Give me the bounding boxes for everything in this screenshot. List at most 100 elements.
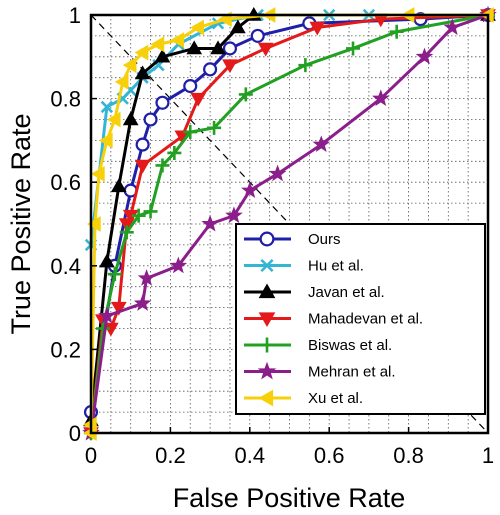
legend-item-mehran-et-al: Mehran et al. [244,361,396,381]
data-point-mehran-et-al [415,47,434,65]
data-point-javan-et-al [230,19,246,34]
legend-label: Mehran et al. [308,364,396,381]
y-tick-label: 0.4 [50,254,81,279]
legend-marker [259,231,275,247]
data-point-javan-et-al [122,111,139,126]
data-point-mehran-et-al [241,181,259,199]
legend-label: Biswas et al. [308,337,392,354]
data-point-mahadevan-et-al [222,59,238,74]
data-point-biswas-et-al [131,208,146,223]
data-point-ours [135,137,150,152]
data-point-mahadevan-et-al [257,42,274,57]
series-layer [82,5,497,442]
legend-item-biswas-et-al: Biswas et al. [244,337,392,354]
y-tick-label: 0.2 [50,337,81,362]
data-point-ours [222,41,237,56]
data-point-mehran-et-al [372,89,390,107]
y-tick-label: 0.8 [50,87,81,112]
data-point-hu-et-al [100,100,114,114]
x-axis-title: False Positive Rate [173,483,406,513]
x-tick-label: 0 [85,443,97,468]
data-point-mehran-et-al [443,18,462,35]
data-point-xu-et-al [106,111,121,128]
legend-item-hu-et-al: Hu et al. [244,258,364,275]
data-point-biswas-et-al [119,225,134,240]
data-point-ours [203,62,218,77]
data-point-biswas-et-al [298,58,313,73]
data-point-xu-et-al [86,216,101,232]
data-point-javan-et-al [134,65,151,80]
legend: Ours Hu et al. Javan et al. Mahadevan et al… [235,223,486,415]
data-point-biswas-et-al [238,87,253,102]
data-point-ours [183,79,198,94]
data-point-mahadevan-et-al [190,92,207,107]
data-point-biswas-et-al [167,145,182,160]
legend-marker [258,283,276,299]
data-point-biswas-et-al [346,41,361,56]
data-point-javan-et-al [99,253,115,268]
legend-item-ours: Ours [244,231,341,248]
data-point-xu-et-al [122,57,137,74]
data-point-javan-et-al [210,40,226,55]
legend-marker [257,361,277,380]
legend-label: Hu et al. [308,258,364,275]
legend-marker [259,337,275,353]
series-line-xu-et-al [89,13,488,433]
data-point-xu-et-al [190,19,204,36]
legend-item-javan-et-al: Javan et al. [244,283,385,301]
data-point-ours [155,95,170,110]
data-point-xu-et-al [90,165,105,182]
x-tick-label: 1 [482,443,494,468]
data-point-xu-et-al [150,36,165,53]
legend-label: Javan et al. [308,284,385,301]
y-tick-label: 0 [69,421,81,446]
data-point-xu-et-al [134,44,149,61]
series-mehran-et-al [82,5,497,441]
y-tick-label: 1 [69,3,81,28]
data-point-biswas-et-al [155,158,170,173]
data-point-javan-et-al [110,178,127,193]
data-point-mehran-et-al [225,206,243,224]
legend-marker [258,312,276,328]
data-point-mehran-et-al [98,306,116,324]
x-tick-label: 0.2 [155,443,186,468]
data-point-mahadevan-et-al [134,159,151,174]
data-point-mahadevan-et-al [309,21,326,36]
data-point-xu-et-al [114,74,129,90]
data-point-javan-et-al [186,40,203,55]
data-point-biswas-et-al [389,24,404,39]
data-point-mehran-et-al [169,256,188,274]
data-point-ours [250,28,265,43]
data-point-biswas-et-al [183,125,198,140]
data-point-xu-et-al [98,132,113,149]
legend-item-xu-et-al: Xu et al. [244,389,363,407]
data-point-javan-et-al [154,48,171,63]
data-point-biswas-et-al [207,120,222,135]
plot-frame [89,13,490,435]
series-biswas-et-al [84,8,495,440]
series-ours [83,7,496,420]
data-point-mehran-et-al [201,214,219,232]
x-tick-label: 0.6 [314,443,345,468]
legend-marker [260,258,274,273]
data-point-mehran-et-al [137,269,156,286]
x-tick-label: 0.8 [393,443,424,468]
x-tick-label: 0.4 [235,443,266,468]
legend-label: Xu et al. [308,390,363,407]
data-point-biswas-et-al [143,204,158,219]
data-point-mehran-et-al [312,135,331,153]
legend-label: Ours [308,231,341,248]
data-point-mehran-et-al [268,164,287,182]
y-axis-title: True Positive Rate [6,113,36,334]
y-tick-label: 0.6 [50,170,81,195]
data-point-xu-et-al [170,32,185,48]
legend-marker [258,389,274,407]
legend-label: Mahadevan et al. [308,311,423,328]
tick-labels: 0 0.2 0.4 0.6 0.8 1 0 0.2 0.4 0.6 0.8 1 [50,3,494,468]
data-point-biswas-et-al [95,321,110,336]
data-point-biswas-et-al [107,267,122,282]
data-point-mehran-et-al [133,294,152,311]
data-point-ours [143,112,158,127]
